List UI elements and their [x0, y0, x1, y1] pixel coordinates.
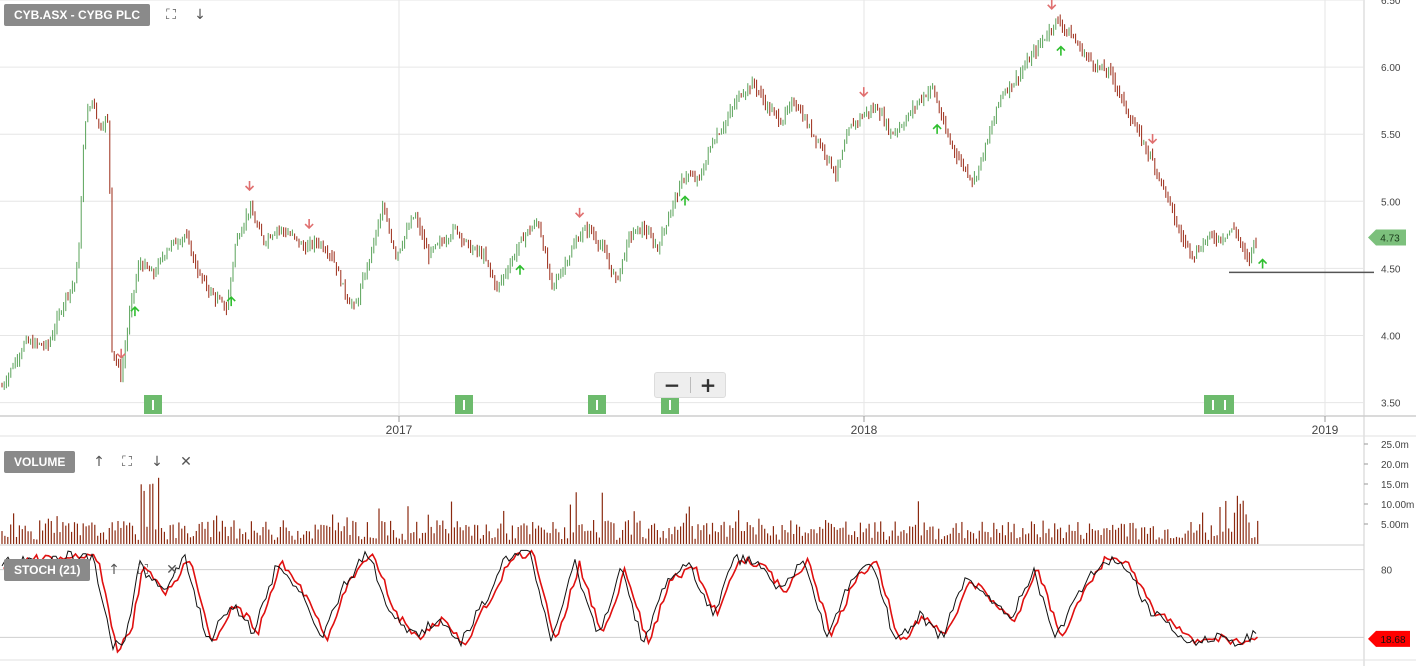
expand-icon[interactable]: ⛶	[138, 562, 148, 578]
zoom-controls: − +	[654, 372, 726, 398]
sell-signal-arrow	[304, 219, 314, 230]
stoch-last-value-label: 18.68	[1380, 635, 1405, 646]
price-y-tick-label: 3.50	[1381, 399, 1401, 410]
volume-y-tick-label: 20.0m	[1381, 460, 1409, 471]
x-tick-label: 2018	[851, 423, 878, 437]
buy-signal-arrow	[515, 264, 525, 275]
sell-signal-arrow	[1047, 0, 1057, 10]
stoch-panel-label[interactable]: STOCH (21)	[4, 559, 91, 581]
price-y-tick-label: 6.50	[1381, 0, 1401, 7]
last-price-label: 4.73	[1380, 234, 1400, 245]
sell-signal-arrow	[244, 181, 255, 192]
zoom-in-button[interactable]: +	[699, 373, 717, 397]
sell-signal-arrow	[1148, 134, 1158, 145]
volume-y-tick-label: 15.0m	[1381, 480, 1409, 491]
buy-signal-arrow	[1056, 45, 1066, 56]
arrow-up-icon[interactable]: ↑	[93, 454, 105, 470]
price-y-tick-label: 6.00	[1381, 63, 1401, 74]
zoom-separator	[690, 377, 691, 393]
sell-signal-arrow	[859, 87, 869, 98]
zoom-out-button[interactable]: −	[663, 373, 681, 397]
volume-panel-label[interactable]: VOLUME	[4, 451, 76, 473]
price-y-tick-label: 4.50	[1381, 264, 1401, 275]
price-y-tick-label: 5.50	[1381, 130, 1401, 141]
price-y-tick-label: 4.00	[1381, 331, 1401, 342]
arrow-up-icon[interactable]: ↑	[108, 562, 120, 578]
sell-signal-arrow	[116, 348, 126, 359]
price-y-tick-label: 5.00	[1381, 197, 1401, 208]
arrow-down-icon[interactable]: ↓	[151, 454, 163, 470]
x-tick-label: 2017	[386, 423, 413, 437]
volume-bars	[1, 477, 1259, 544]
stoch-d-line	[3, 549, 1259, 654]
volume-y-tick-label: 10.00m	[1381, 500, 1414, 511]
price-bars	[1, 14, 1257, 390]
buy-signal-arrow	[130, 306, 140, 317]
buy-signal-arrow	[1258, 258, 1268, 269]
close-icon[interactable]: ✕	[166, 562, 178, 578]
stoch-y-tick-label: 80	[1381, 566, 1393, 577]
arrow-down-icon[interactable]: ↓	[194, 7, 206, 23]
buy-signal-arrow	[932, 123, 942, 134]
x-tick-label: 2019	[1312, 423, 1339, 437]
close-icon[interactable]: ✕	[180, 454, 192, 470]
expand-icon[interactable]: ⛶	[122, 454, 132, 470]
volume-y-tick-label: 5.00m	[1381, 520, 1409, 531]
price-panel-label[interactable]: CYB.ASX - CYBG PLC	[4, 4, 151, 26]
sell-signal-arrow	[575, 207, 585, 218]
buy-signal-arrow	[226, 295, 236, 307]
stoch-last-value-badge	[1368, 630, 1410, 647]
volume-y-tick-label: 25.0m	[1381, 440, 1409, 451]
last-price-badge	[1368, 229, 1406, 246]
expand-icon[interactable]: ⛶	[166, 7, 176, 23]
buy-signal-arrow	[680, 195, 690, 206]
stoch-k-line	[1, 549, 1257, 652]
